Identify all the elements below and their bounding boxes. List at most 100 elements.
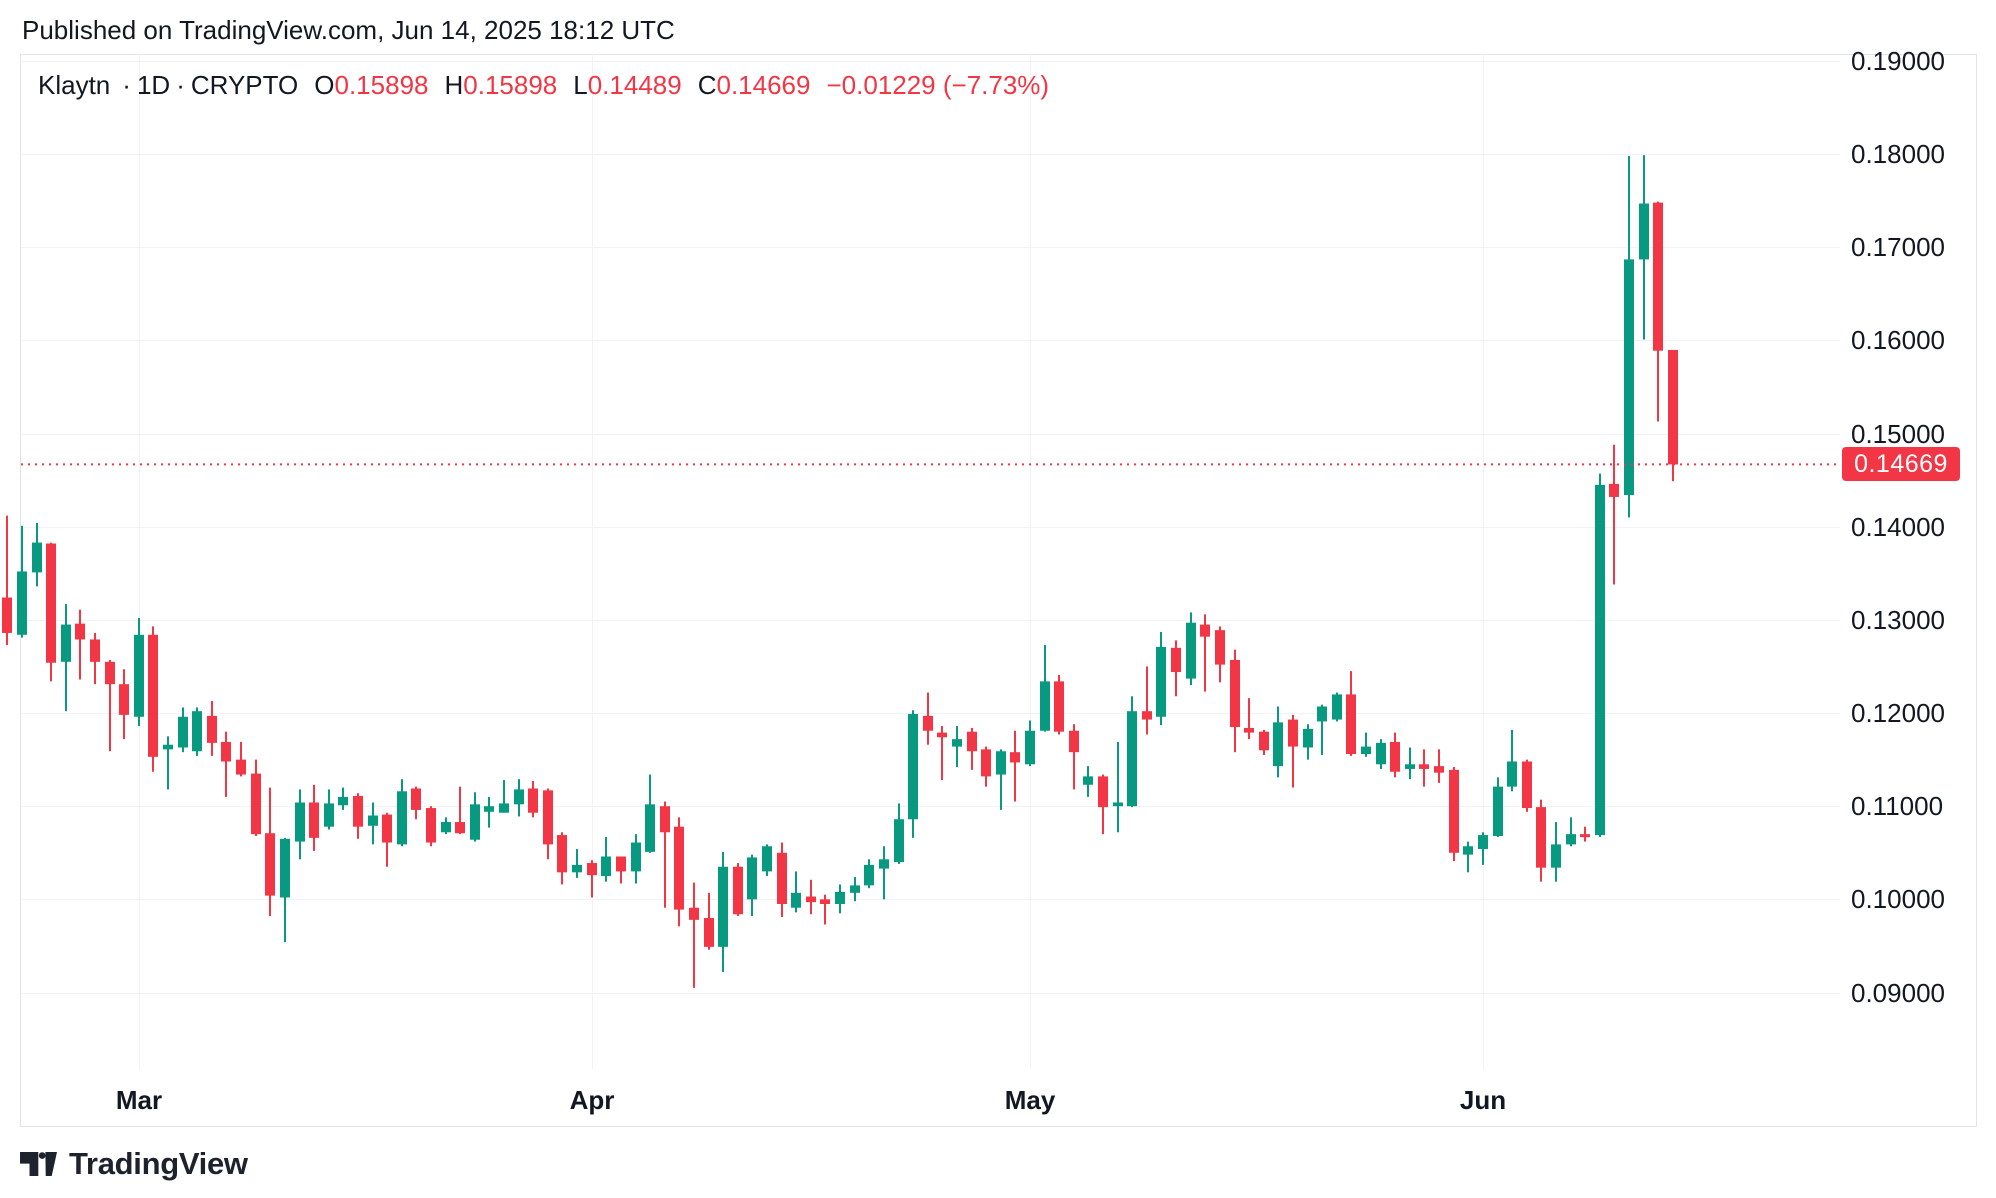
candle-body[interactable] (806, 896, 816, 903)
candle-body[interactable] (1522, 761, 1532, 809)
candle-body[interactable] (1200, 624, 1210, 637)
candle-body[interactable] (1244, 727, 1254, 733)
candle-body[interactable] (879, 859, 889, 869)
candle-body[interactable] (1595, 484, 1605, 836)
candle-body[interactable] (46, 543, 56, 663)
candle-body[interactable] (1098, 776, 1108, 808)
candle-body[interactable] (1419, 764, 1429, 769)
candle-body[interactable] (397, 791, 407, 845)
candle-body[interactable] (1376, 742, 1386, 765)
candle-body[interactable] (1317, 706, 1327, 722)
candles-layer[interactable] (2, 155, 1678, 988)
candle-body[interactable] (1215, 630, 1225, 665)
candle-body[interactable] (791, 892, 801, 908)
candle-body[interactable] (1288, 719, 1298, 747)
candle-body[interactable] (2, 597, 12, 633)
candle-body[interactable] (850, 885, 860, 893)
candle-body[interactable] (90, 639, 100, 662)
candle-body[interactable] (309, 802, 319, 838)
candle-body[interactable] (704, 917, 714, 947)
candle-body[interactable] (119, 684, 129, 715)
candle-body[interactable] (1156, 646, 1166, 717)
symbol-name[interactable]: Klaytn (38, 70, 111, 100)
candle-body[interactable] (777, 852, 787, 905)
interval-label[interactable]: 1D (136, 70, 171, 100)
candle-body[interactable] (1463, 846, 1473, 855)
candle-body[interactable] (192, 711, 202, 752)
candle-body[interactable] (1083, 776, 1093, 785)
candle-body[interactable] (1639, 203, 1649, 260)
candle-body[interactable] (1025, 730, 1035, 765)
candle-body[interactable] (660, 806, 670, 833)
candle-body[interactable] (368, 815, 378, 826)
candle-body[interactable] (1054, 681, 1064, 732)
candle-body[interactable] (733, 866, 743, 915)
candle-body[interactable] (251, 773, 261, 835)
candle-body[interactable] (426, 808, 436, 843)
candle-body[interactable] (572, 864, 582, 873)
candle-body[interactable] (923, 715, 933, 731)
candle-body[interactable] (1434, 766, 1444, 773)
candle-body[interactable] (952, 739, 962, 747)
candle-body[interactable] (338, 796, 348, 806)
candle-body[interactable] (1478, 835, 1488, 850)
candle-body[interactable] (1449, 769, 1459, 853)
candle-body[interactable] (1493, 786, 1503, 837)
tradingview-logo[interactable]: TradingView (20, 1146, 248, 1182)
candle-body[interactable] (587, 863, 597, 876)
candle-body[interactable] (747, 857, 757, 900)
candle-body[interactable] (1171, 647, 1181, 673)
candle-body[interactable] (17, 571, 27, 635)
candle-body[interactable] (32, 542, 42, 573)
candle-body[interactable] (601, 856, 611, 877)
candle-body[interactable] (718, 866, 728, 947)
candle-body[interactable] (543, 790, 553, 845)
candle-body[interactable] (1113, 802, 1123, 807)
candle-body[interactable] (645, 804, 655, 852)
candle-body[interactable] (134, 634, 144, 717)
candle-body[interactable] (280, 838, 290, 898)
candle-body[interactable] (1142, 711, 1152, 720)
candle-body[interactable] (75, 623, 85, 640)
candle-body[interactable] (689, 907, 699, 920)
candle-body[interactable] (499, 803, 509, 813)
candle-body[interactable] (236, 759, 246, 775)
candle-body[interactable] (908, 713, 918, 820)
candle-body[interactable] (61, 624, 71, 662)
candle-body[interactable] (1273, 722, 1283, 767)
candle-body[interactable] (674, 826, 684, 910)
candle-body[interactable] (470, 804, 480, 840)
candle-body[interactable] (1653, 202, 1663, 351)
candle-body[interactable] (353, 795, 363, 827)
candle-body[interactable] (1186, 622, 1196, 679)
candle-body[interactable] (631, 842, 641, 872)
candle-body[interactable] (864, 864, 874, 886)
candle-body[interactable] (1624, 259, 1634, 496)
candle-body[interactable] (1010, 752, 1020, 763)
candle-body[interactable] (967, 731, 977, 752)
candle-body[interactable] (1668, 349, 1678, 465)
candle-body[interactable] (484, 806, 494, 812)
candle-body[interactable] (1551, 844, 1561, 868)
candle-body[interactable] (981, 749, 991, 777)
candle-body[interactable] (1346, 694, 1356, 755)
candle-body[interactable] (207, 715, 217, 743)
candle-body[interactable] (1390, 741, 1400, 772)
candle-body[interactable] (105, 661, 115, 685)
candle-body[interactable] (221, 741, 231, 762)
candle-body[interactable] (455, 822, 465, 834)
candle-body[interactable] (148, 634, 158, 757)
candle-body[interactable] (762, 846, 772, 872)
candle-body[interactable] (616, 856, 626, 872)
candle-body[interactable] (1609, 483, 1619, 497)
candle-body[interactable] (441, 822, 451, 833)
candle-body[interactable] (1332, 694, 1342, 720)
candle-body[interactable] (1405, 764, 1415, 769)
candle-body[interactable] (1259, 731, 1269, 751)
candle-body[interactable] (528, 788, 538, 813)
candle-body[interactable] (1361, 746, 1371, 755)
candle-body[interactable] (411, 788, 421, 810)
candle-body[interactable] (937, 732, 947, 738)
candle-body[interactable] (557, 835, 567, 873)
